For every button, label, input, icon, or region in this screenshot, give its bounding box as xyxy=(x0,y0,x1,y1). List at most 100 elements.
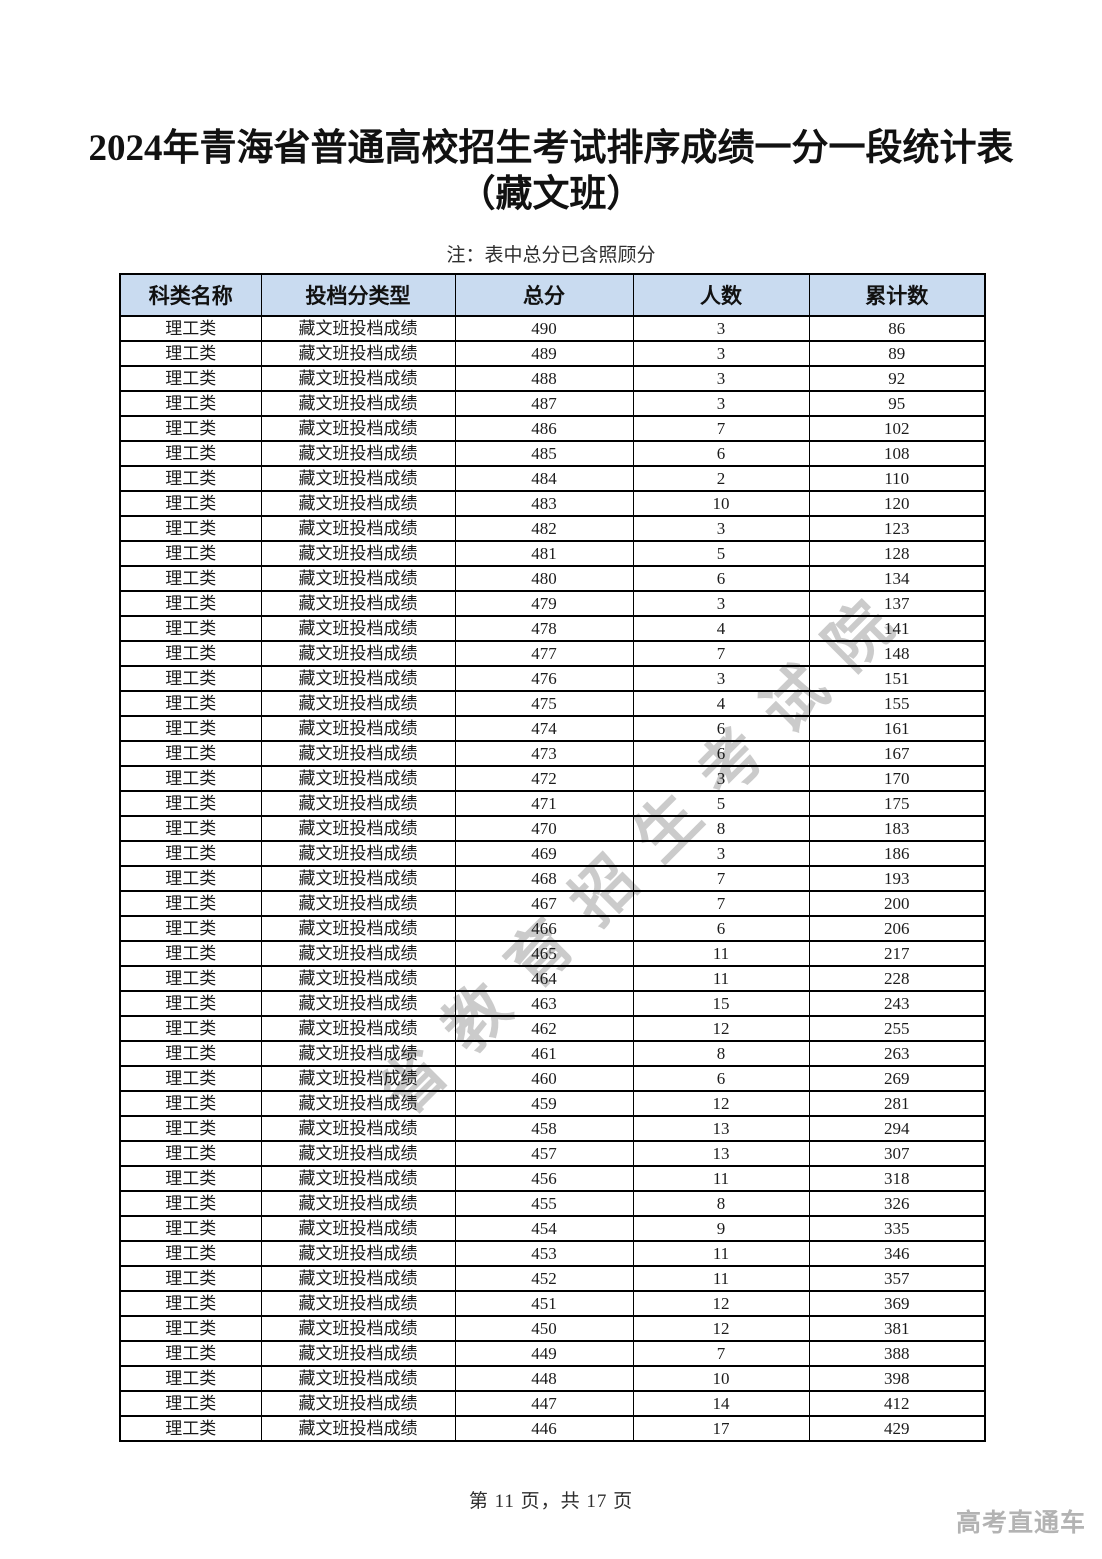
table-cell: 478 xyxy=(454,615,634,642)
table-cell: 161 xyxy=(808,715,986,742)
table-cell: 102 xyxy=(808,415,986,442)
table-cell: 148 xyxy=(808,640,986,667)
table-cell: 186 xyxy=(808,840,986,867)
table-cell: 451 xyxy=(454,1290,634,1317)
table-cell: 461 xyxy=(454,1040,634,1067)
table-row: 理工类 藏文班投档成绩 482 3 123 xyxy=(119,515,986,542)
table-row: 理工类 藏文班投档成绩 477 7 148 xyxy=(119,640,986,667)
table-cell: 269 xyxy=(808,1065,986,1092)
table-cell: 412 xyxy=(808,1390,986,1417)
table-cell: 藏文班投档成绩 xyxy=(260,1315,456,1342)
table-cell: 6 xyxy=(632,715,810,742)
table-cell: 藏文班投档成绩 xyxy=(260,1365,456,1392)
table-row: 理工类 藏文班投档成绩 451 12 369 xyxy=(119,1290,986,1317)
table-cell: 8 xyxy=(632,1040,810,1067)
table-cell: 12 xyxy=(632,1015,810,1042)
table-row: 理工类 藏文班投档成绩 446 17 429 xyxy=(119,1415,986,1442)
table-row: 理工类 藏文班投档成绩 457 13 307 xyxy=(119,1140,986,1167)
table-cell: 13 xyxy=(632,1140,810,1167)
table-cell: 462 xyxy=(454,1015,634,1042)
table-cell: 理工类 xyxy=(119,665,262,692)
table-cell: 7 xyxy=(632,415,810,442)
table-cell: 481 xyxy=(454,540,634,567)
table-cell: 11 xyxy=(632,1240,810,1267)
table-row: 理工类 藏文班投档成绩 470 8 183 xyxy=(119,815,986,842)
table-cell: 473 xyxy=(454,740,634,767)
table-row: 理工类 藏文班投档成绩 452 11 357 xyxy=(119,1265,986,1292)
table-cell: 151 xyxy=(808,665,986,692)
table-cell: 484 xyxy=(454,465,634,492)
table-cell: 理工类 xyxy=(119,565,262,592)
table-cell: 206 xyxy=(808,915,986,942)
table-row: 理工类 藏文班投档成绩 484 2 110 xyxy=(119,465,986,492)
table-cell: 381 xyxy=(808,1315,986,1342)
table-cell: 6 xyxy=(632,740,810,767)
table-cell: 3 xyxy=(632,315,810,342)
table-row: 理工类 藏文班投档成绩 467 7 200 xyxy=(119,890,986,917)
column-header-total-score: 总分 xyxy=(454,273,634,317)
table-cell: 486 xyxy=(454,415,634,442)
table-cell: 167 xyxy=(808,740,986,767)
table-cell: 理工类 xyxy=(119,1165,262,1192)
table-row: 理工类 藏文班投档成绩 489 3 89 xyxy=(119,340,986,367)
column-header-category: 科类名称 xyxy=(119,273,262,317)
table-cell: 藏文班投档成绩 xyxy=(260,840,456,867)
table-cell: 483 xyxy=(454,490,634,517)
table-cell: 346 xyxy=(808,1240,986,1267)
table-cell: 128 xyxy=(808,540,986,567)
table-cell: 110 xyxy=(808,465,986,492)
table-cell: 藏文班投档成绩 xyxy=(260,915,456,942)
table-cell: 藏文班投档成绩 xyxy=(260,990,456,1017)
table-cell: 482 xyxy=(454,515,634,542)
table-cell: 藏文班投档成绩 xyxy=(260,815,456,842)
table-cell: 4 xyxy=(632,690,810,717)
table-row: 理工类 藏文班投档成绩 468 7 193 xyxy=(119,865,986,892)
table-cell: 3 xyxy=(632,340,810,367)
table-cell: 藏文班投档成绩 xyxy=(260,390,456,417)
table-cell: 318 xyxy=(808,1165,986,1192)
table-row: 理工类 藏文班投档成绩 488 3 92 xyxy=(119,365,986,392)
table-cell: 11 xyxy=(632,940,810,967)
table-cell: 15 xyxy=(632,990,810,1017)
table-row: 理工类 藏文班投档成绩 466 6 206 xyxy=(119,915,986,942)
table-cell: 理工类 xyxy=(119,840,262,867)
table-cell: 3 xyxy=(632,365,810,392)
table-cell: 藏文班投档成绩 xyxy=(260,1090,456,1117)
table-cell: 12 xyxy=(632,1315,810,1342)
table-cell: 理工类 xyxy=(119,865,262,892)
table-row: 理工类 藏文班投档成绩 453 11 346 xyxy=(119,1240,986,1267)
table-cell: 200 xyxy=(808,890,986,917)
table-cell: 193 xyxy=(808,865,986,892)
table-cell: 95 xyxy=(808,390,986,417)
table-cell: 454 xyxy=(454,1215,634,1242)
table-cell: 170 xyxy=(808,765,986,792)
table-cell: 446 xyxy=(454,1415,634,1442)
table-row: 理工类 藏文班投档成绩 455 8 326 xyxy=(119,1190,986,1217)
table-cell: 理工类 xyxy=(119,690,262,717)
page-title-line2: （藏文班） xyxy=(458,173,644,215)
table-cell: 理工类 xyxy=(119,640,262,667)
table-header-row: 科类名称 投档分类型 总分 人数 累计数 xyxy=(119,273,986,317)
table-row: 理工类 藏文班投档成绩 473 6 167 xyxy=(119,740,986,767)
table-cell: 6 xyxy=(632,565,810,592)
table-row: 理工类 藏文班投档成绩 481 5 128 xyxy=(119,540,986,567)
table-cell: 11 xyxy=(632,965,810,992)
table-cell: 490 xyxy=(454,315,634,342)
table-cell: 5 xyxy=(632,790,810,817)
table-cell: 398 xyxy=(808,1365,986,1392)
table-cell: 3 xyxy=(632,590,810,617)
column-header-cumulative: 累计数 xyxy=(808,273,986,317)
table-cell: 134 xyxy=(808,565,986,592)
table-cell: 理工类 xyxy=(119,915,262,942)
table-cell: 137 xyxy=(808,590,986,617)
table-cell: 335 xyxy=(808,1215,986,1242)
table-cell: 92 xyxy=(808,365,986,392)
table-cell: 155 xyxy=(808,690,986,717)
table-cell: 理工类 xyxy=(119,1390,262,1417)
table-cell: 藏文班投档成绩 xyxy=(260,315,456,342)
table-cell: 6 xyxy=(632,1065,810,1092)
table-row: 理工类 藏文班投档成绩 474 6 161 xyxy=(119,715,986,742)
table-cell: 8 xyxy=(632,1190,810,1217)
table-cell: 89 xyxy=(808,340,986,367)
brand-watermark: 高考直通车 xyxy=(956,1509,1087,1537)
